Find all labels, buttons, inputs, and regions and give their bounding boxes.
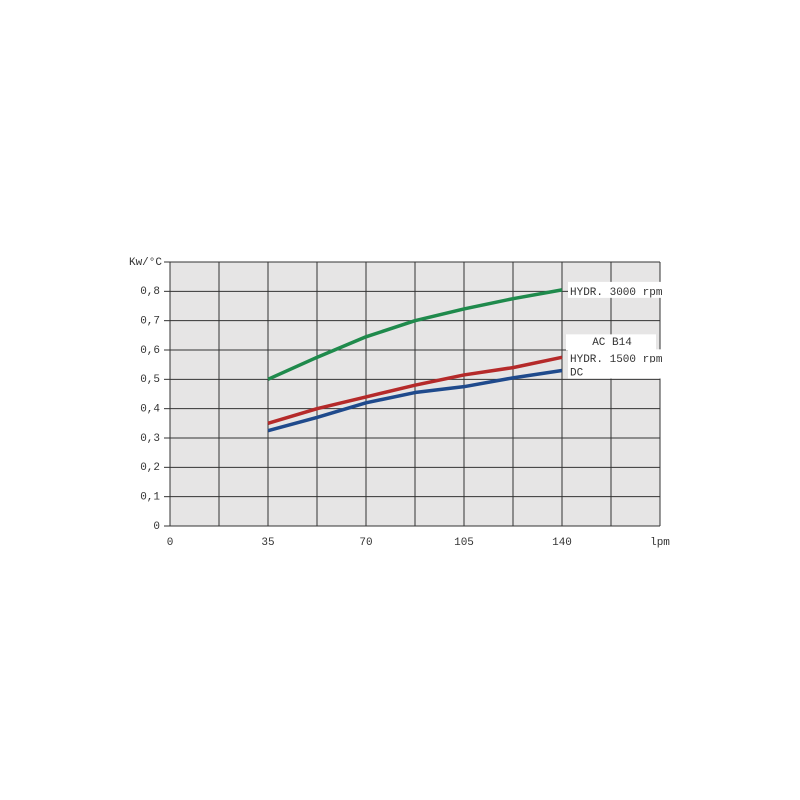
y-tick-label: 0 (153, 521, 160, 533)
series-line (267, 288, 563, 381)
y-tick-label: 0,5 (140, 374, 160, 386)
label-box (568, 281, 668, 298)
x-tick-label: 105 (454, 537, 474, 549)
x-tick-label: 140 (552, 537, 572, 549)
series-line (267, 368, 563, 433)
y-tick-label: 0,3 (140, 433, 160, 445)
y-tick-label: 0,8 (140, 286, 160, 298)
y-tick-label: 0,2 (140, 462, 160, 474)
x-tick-label: 35 (261, 537, 274, 549)
y-tick-label: 0,1 (140, 492, 160, 504)
annotation-box (566, 334, 656, 351)
x-tick-label: 0 (167, 537, 174, 549)
y-tick-label: 0,6 (140, 345, 160, 357)
label-box (568, 349, 668, 366)
x-axis-label: lpm (650, 537, 670, 549)
y-axis-label: Kw/°C (129, 257, 162, 269)
series-line (267, 355, 563, 426)
legend-label: HYDR. 3000 rpm (570, 287, 663, 299)
legend-label: DC (570, 367, 584, 379)
label-box (568, 362, 668, 379)
annotation: AC B14 (592, 337, 632, 349)
x-tick-label: 70 (359, 537, 372, 549)
y-tick-label: 0,4 (140, 404, 160, 416)
y-tick-label: 0,7 (140, 316, 160, 328)
